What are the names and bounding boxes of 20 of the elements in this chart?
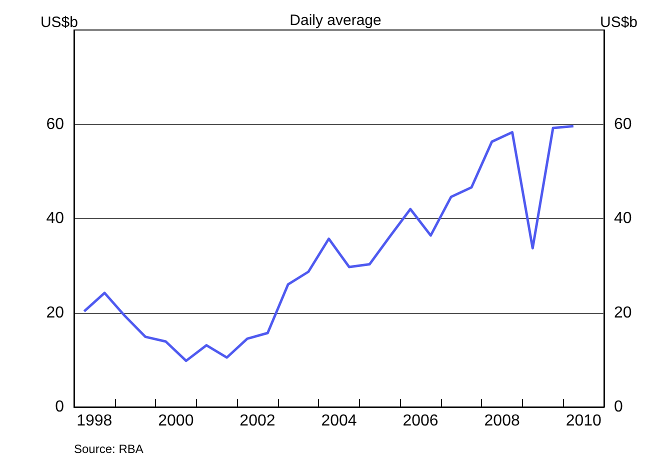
- line-series: [82, 124, 575, 362]
- x-tick-label: 1998: [76, 412, 112, 430]
- chart-title: Daily average: [290, 12, 382, 29]
- y2-axis-title: US$b: [600, 14, 638, 31]
- x-tick-label: 2010: [566, 412, 602, 430]
- x-tick-label: 2000: [158, 412, 194, 430]
- y-tick-label: 0: [55, 398, 64, 416]
- y-tick-label: 40: [46, 210, 64, 227]
- y2-tick-label: 40: [614, 210, 632, 227]
- y-tick-label: 60: [46, 116, 64, 133]
- y2-tick-label: 60: [614, 116, 632, 133]
- y-axis-title: US$b: [40, 14, 78, 31]
- x-tick-label: 2006: [402, 412, 438, 430]
- x-tick-label: 2002: [240, 412, 276, 430]
- source-note: Source: RBA: [74, 442, 144, 456]
- x-tick-label: 2004: [321, 412, 357, 430]
- y2-tick-label: 20: [614, 304, 632, 322]
- y-tick-label: 20: [46, 304, 64, 322]
- x-tick-label: 2008: [484, 412, 520, 430]
- y2-tick-label: 0: [614, 398, 623, 416]
